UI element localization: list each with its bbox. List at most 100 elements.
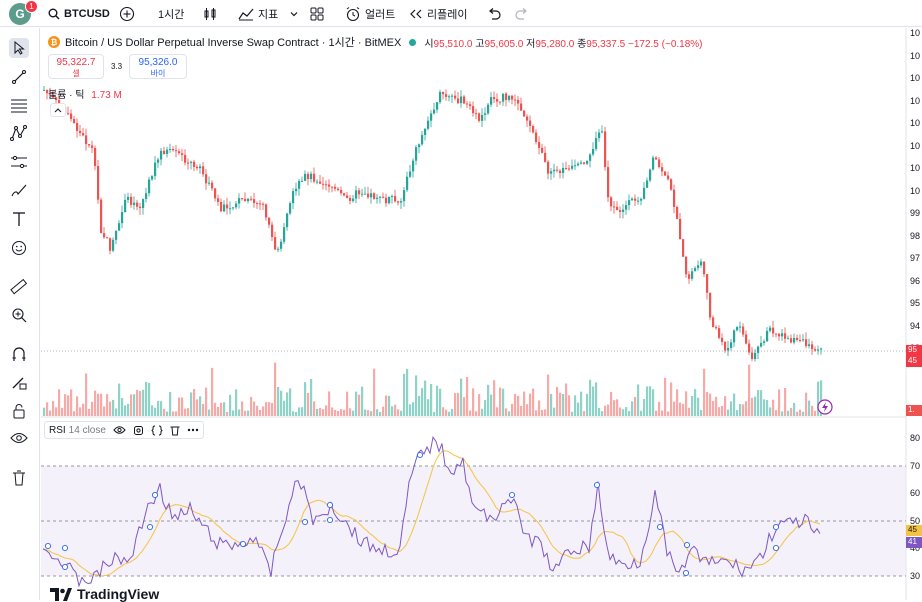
volume-bar	[88, 408, 91, 416]
chart-type-button[interactable]	[203, 5, 217, 22]
brush-tool[interactable]	[9, 180, 29, 200]
redo-button[interactable]	[515, 5, 529, 22]
candle-body	[349, 197, 352, 201]
candle-body	[334, 186, 337, 189]
candle-body	[562, 167, 565, 173]
candle-body	[769, 327, 772, 331]
alert-button[interactable]: 얼러트	[345, 5, 395, 22]
volume-bar	[178, 397, 181, 416]
candle-body	[598, 132, 601, 139]
settings-icon[interactable]	[133, 425, 144, 436]
candle-body	[472, 106, 475, 114]
candle-body	[262, 203, 265, 205]
current-price-tag: 95	[906, 345, 922, 356]
rsi-signal-dot	[146, 523, 154, 531]
remove-drawings-tool[interactable]	[9, 468, 29, 488]
volume-bar	[223, 402, 226, 416]
candle-body	[550, 171, 553, 174]
text-tool[interactable]	[9, 209, 29, 229]
candle-body	[220, 201, 223, 212]
price-axis-label: 10	[910, 50, 921, 61]
volume-bar	[595, 382, 598, 416]
hide-drawings-tool[interactable]	[9, 428, 29, 448]
lock-drawing-tool[interactable]	[9, 372, 29, 392]
candle-body	[457, 98, 460, 104]
symbol-search[interactable]: BTCUSD	[48, 5, 110, 22]
volume-bar	[631, 401, 634, 416]
candle-body	[274, 237, 277, 250]
volume-bar	[322, 409, 325, 416]
zoom-tool[interactable]	[9, 305, 29, 325]
volume-bar	[229, 394, 232, 416]
volume-bar	[496, 407, 499, 416]
volume-bar	[565, 383, 568, 416]
volume-bar	[670, 382, 673, 416]
replay-bolt-button[interactable]	[817, 399, 833, 415]
volume-bar	[199, 396, 202, 416]
volume-bar	[724, 396, 727, 416]
volume-bar	[538, 400, 541, 416]
volume-bar	[208, 409, 211, 416]
sell-button[interactable]: 95,322.7 셀	[48, 54, 104, 79]
volume-bar	[697, 397, 700, 416]
eye-icon[interactable]	[113, 425, 126, 435]
candle-body	[580, 162, 583, 164]
volume-bar	[85, 373, 88, 416]
volume-bar	[658, 401, 661, 416]
source-code-icon[interactable]	[151, 425, 163, 436]
pattern-tool[interactable]	[9, 123, 29, 143]
trend-line-tool[interactable]	[9, 67, 29, 87]
candle-body	[160, 150, 163, 160]
interval-button[interactable]: 1시간	[158, 8, 185, 21]
layout-button[interactable]	[310, 5, 324, 22]
candle-body	[526, 116, 529, 121]
candle-body	[421, 135, 424, 145]
lock-all-tool[interactable]	[9, 401, 29, 421]
forecast-tool[interactable]	[9, 152, 29, 172]
volume-bar	[97, 393, 100, 416]
undo-button[interactable]	[487, 5, 501, 22]
emoji-tool[interactable]	[9, 238, 29, 258]
volume-bar	[79, 407, 82, 416]
indicators-icon	[238, 8, 254, 20]
volume-bar	[448, 411, 451, 416]
volume-bar	[391, 406, 394, 416]
volume-bar	[580, 391, 583, 416]
candle-body	[796, 337, 799, 340]
replay-button[interactable]: 리플레이	[409, 5, 467, 22]
volume-bar	[217, 406, 220, 416]
chart-title[interactable]: Bitcoin / US Dollar Perpetual Inverse Sw…	[65, 37, 402, 49]
cursor-tool[interactable]	[9, 38, 29, 58]
magnet-tool[interactable]	[9, 344, 29, 364]
volume-bar	[133, 394, 136, 416]
volume-bar	[745, 401, 748, 416]
candle-body	[109, 238, 112, 251]
compare-button[interactable]	[119, 5, 135, 22]
volume-bar	[64, 394, 67, 416]
ruler-tool[interactable]	[9, 277, 29, 297]
volume-bar	[808, 400, 811, 416]
buy-button[interactable]: 95,326.0 바이	[129, 54, 187, 79]
volume-bar	[544, 409, 547, 416]
candle-body	[67, 113, 70, 115]
fib-tool[interactable]	[9, 95, 29, 115]
candle-body	[499, 101, 502, 103]
candle-body	[559, 170, 562, 173]
candle-body	[175, 150, 178, 152]
indicators-dropdown[interactable]	[289, 5, 299, 22]
candle-body	[784, 333, 787, 339]
volume-bar	[118, 383, 121, 416]
trash-icon[interactable]	[170, 425, 180, 436]
candle-body	[412, 160, 415, 172]
tradingview-logo[interactable]: TradingView	[50, 586, 159, 602]
more-icon[interactable]	[187, 428, 199, 432]
candle-body	[277, 248, 280, 250]
volume-bar	[274, 362, 277, 416]
volume-bar	[265, 402, 268, 416]
collapse-legend-button[interactable]	[50, 103, 66, 117]
rsi-legend[interactable]: RSI 14 close	[44, 421, 204, 439]
indicators-button[interactable]: 지표	[238, 5, 278, 22]
candle-body	[148, 179, 151, 194]
chart-legend: ₿ Bitcoin / US Dollar Perpetual Inverse …	[48, 33, 703, 51]
candle-body	[328, 184, 331, 187]
